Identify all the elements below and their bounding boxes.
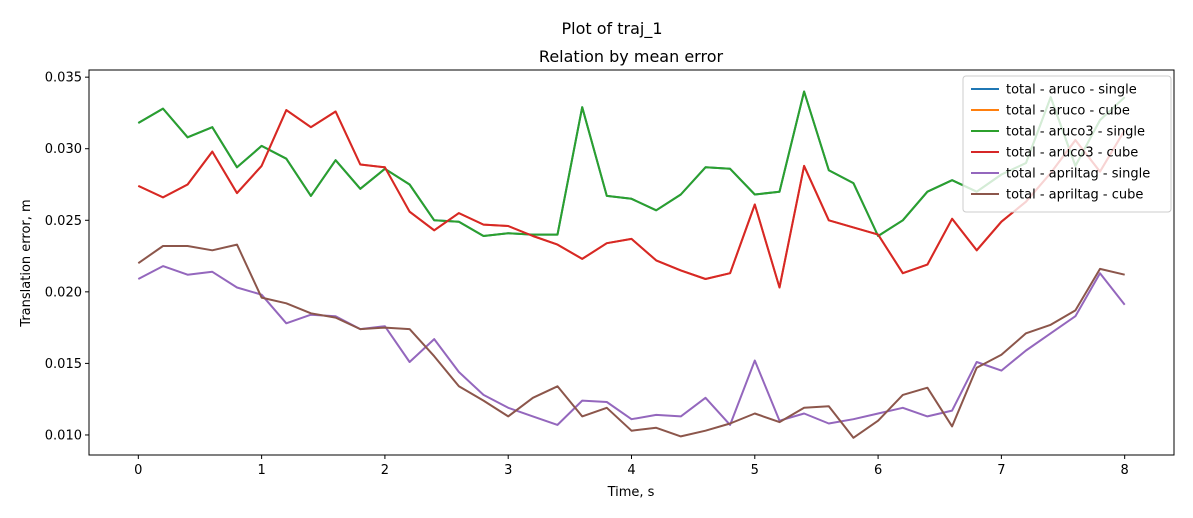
y-tick-label: 0.015 [45,357,82,372]
x-tick-label: 8 [1121,463,1129,478]
series-line-4 [137,109,1126,289]
legend: total - aruco - single total - aruco - cu… [962,75,1172,213]
chart-title: Relation by mean error [539,47,724,66]
series-line-6 [137,243,1125,439]
x-tick-label: 7 [997,463,1005,478]
y-axis-label: Translation error, m [19,199,34,327]
chart-suptitle: Plot of traj_1 [561,19,662,39]
series-line-5 [137,265,1126,426]
x-tick-label: 5 [751,463,759,478]
axes: 0 1 2 3 4 5 6 7 8 0.010 0.015 0.020 0.025 0.030 0.035 [45,69,1175,478]
legend-label: total - apriltag - single [1006,167,1150,182]
legend-label: total - apriltag - cube [1006,188,1143,203]
y-tick-label: 0.010 [45,428,82,443]
y-tick-label: 0.035 [45,71,82,86]
x-tick-label: 6 [874,463,882,478]
y-tick-label: 0.025 [45,214,82,229]
y-tick-label: 0.030 [45,142,82,157]
legend-label: total - aruco3 - cube [1006,146,1138,161]
x-tick-label: 2 [381,463,389,478]
x-tick-label: 4 [627,463,635,478]
y-tick-label: 0.020 [45,285,82,300]
legend-box [962,75,1172,213]
legend-label: total - aruco - single [1006,83,1137,98]
x-tick-label: 3 [504,463,512,478]
legend-label: total - aruco - cube [1006,104,1130,119]
x-tick-label: 0 [134,463,142,478]
plot-lines [137,90,1126,439]
x-axis-label: Time, s [607,485,655,500]
series-line-3 [137,90,1126,237]
x-tick-label: 1 [257,463,265,478]
legend-label: total - aruco3 - single [1006,125,1145,140]
